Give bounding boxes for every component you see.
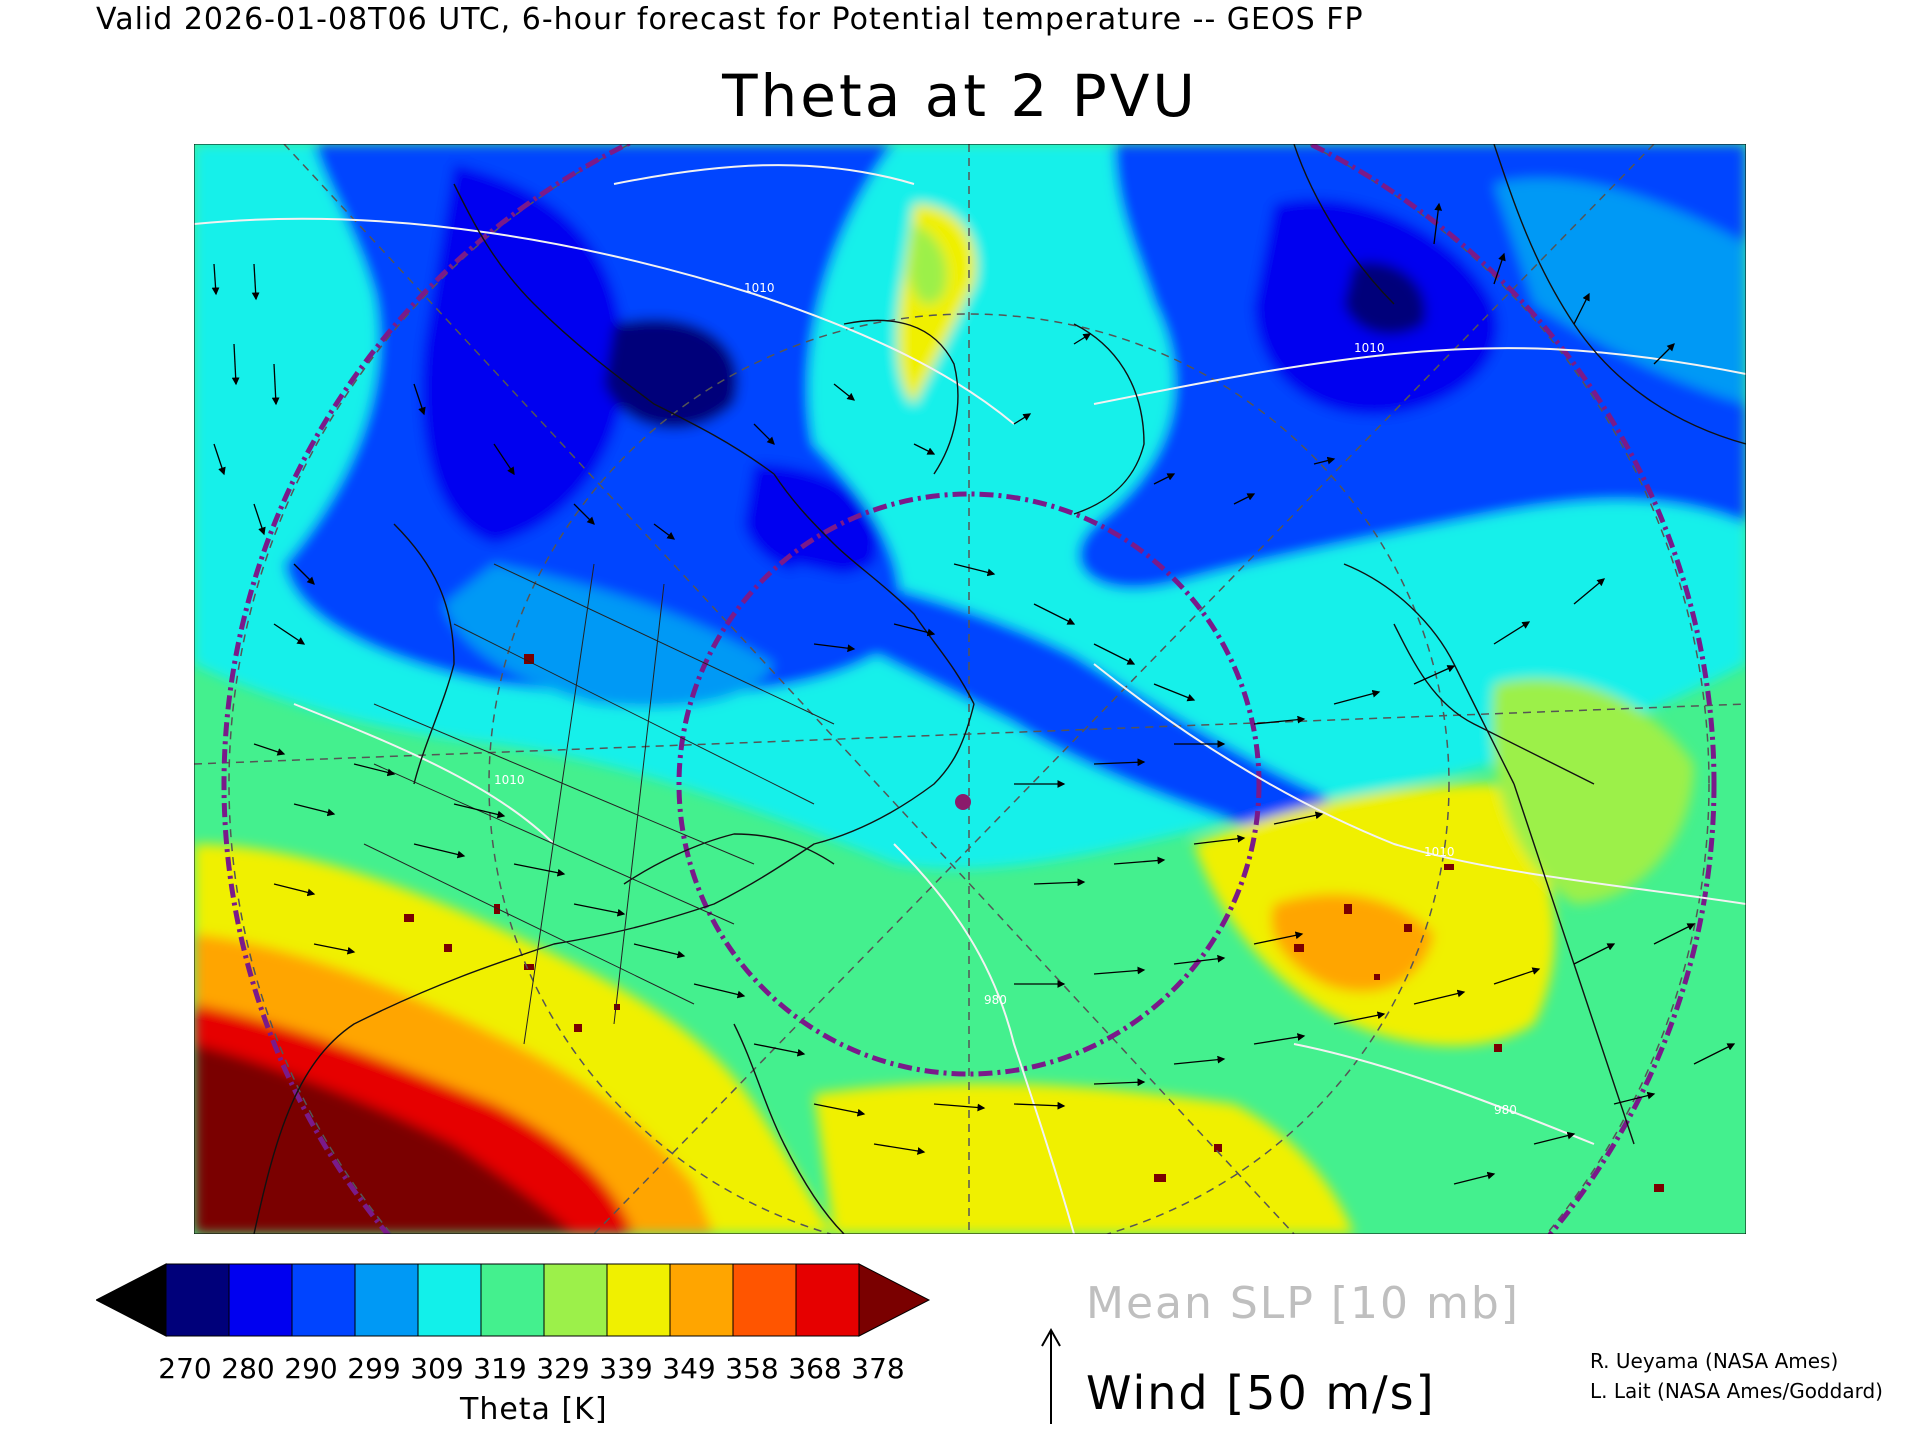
map-canvas: 1010 1010 1010 1010 980 980 — [194, 144, 1746, 1234]
colorbar-over-triangle — [858, 1263, 931, 1337]
colorbar-tick: 319 — [473, 1352, 527, 1385]
wind-legend-label: Wind [50 m/s] — [1086, 1366, 1436, 1420]
colorbar-swatch — [228, 1263, 293, 1337]
colorbar-swatch — [165, 1263, 230, 1337]
political-borders — [363, 563, 835, 1045]
colorbar-swatch — [480, 1263, 545, 1337]
colorbar-tick: 309 — [410, 1352, 464, 1385]
colorbar-tick: 299 — [347, 1352, 401, 1385]
slp-label: 980 — [984, 993, 1007, 1007]
colorbar-tick: 358 — [725, 1352, 779, 1385]
credit-line: R. Ueyama (NASA Ames) — [1590, 1349, 1839, 1373]
colorbar-tick: 270 — [158, 1352, 212, 1385]
colorbar-tick: 329 — [536, 1352, 590, 1385]
colorbar-swatch — [795, 1263, 860, 1337]
colorbar-swatch — [606, 1263, 671, 1337]
credits: R. Ueyama (NASA Ames) L. Lait (NASA Ames… — [1590, 1346, 1883, 1406]
colorbar-title: Theta [K] — [460, 1392, 608, 1427]
colorbar-tick: 368 — [788, 1352, 842, 1385]
colorbar-swatch — [543, 1263, 608, 1337]
slp-legend-label: Mean SLP [10 mb] — [1086, 1278, 1520, 1329]
slp-label: 1010 — [744, 281, 775, 295]
colorbar-tick: 290 — [284, 1352, 338, 1385]
colorbar-under-triangle — [94, 1263, 167, 1337]
wind-reference-arrow-icon — [1041, 1327, 1061, 1424]
colorbar-tick: 349 — [662, 1352, 716, 1385]
slp-contour-labels: 1010 1010 1010 1010 980 980 — [494, 281, 1517, 1117]
theta-map: 1010 1010 1010 1010 980 980 — [194, 144, 1746, 1234]
map-title: Theta at 2 PVU — [722, 62, 1198, 130]
slp-label: 980 — [1494, 1103, 1517, 1117]
graticule — [194, 144, 1746, 1234]
slp-label: 1010 — [494, 773, 525, 787]
colorbar-tick: 378 — [851, 1352, 905, 1385]
credit-line: L. Lait (NASA Ames/Goddard) — [1590, 1379, 1883, 1403]
theta-hotspots — [404, 654, 1664, 1192]
forecast-header: Valid 2026-01-08T06 UTC, 6-hour forecast… — [96, 2, 1364, 37]
slp-contours — [194, 164, 1746, 1234]
colorbar-swatch — [354, 1263, 419, 1337]
colorbar-graphic — [94, 1263, 931, 1337]
slp-label: 1010 — [1424, 845, 1455, 859]
colorbar — [94, 1262, 976, 1338]
colorbar-tick-labels: 270 280 290 299 309 319 329 339 349 358 … — [96, 1352, 976, 1392]
colorbar-swatch — [417, 1263, 482, 1337]
wind-vectors — [211, 202, 1736, 1185]
colorbar-tick: 280 — [221, 1352, 275, 1385]
colorbar-swatch — [291, 1263, 356, 1337]
colorbar-swatch — [669, 1263, 734, 1337]
location-marker — [955, 794, 971, 810]
colorbar-tick: 339 — [599, 1352, 653, 1385]
slp-label: 1010 — [1354, 341, 1385, 355]
colorbar-swatch — [732, 1263, 797, 1337]
reference-circles — [221, 144, 1717, 1234]
